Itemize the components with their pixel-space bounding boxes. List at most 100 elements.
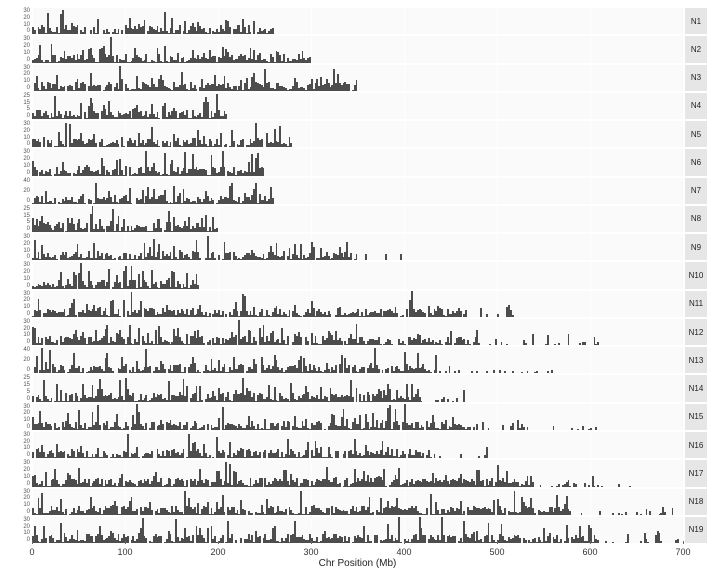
bar (356, 254, 358, 260)
bar (49, 350, 51, 374)
bar (97, 19, 99, 34)
facet-panel (32, 8, 683, 34)
bar (179, 25, 181, 34)
bar (229, 252, 231, 261)
bars (32, 8, 683, 34)
bar (207, 102, 209, 119)
y-ticks: 0102030 (4, 65, 30, 91)
bar (456, 398, 458, 401)
bar (177, 53, 179, 62)
y-ticks: 0102030 (4, 319, 30, 345)
y-tick-label: 10 (4, 163, 30, 169)
bar (504, 371, 506, 374)
y-tick-label: 10 (4, 50, 30, 56)
bars (32, 262, 683, 288)
bar (547, 371, 549, 373)
bar (235, 335, 237, 345)
y-tick-label: 5 (4, 106, 30, 112)
facet-strip: N13 (685, 347, 707, 373)
bar (445, 371, 447, 374)
bar (225, 114, 227, 119)
bar (41, 338, 43, 345)
facet-strip: N1 (685, 8, 707, 34)
bar (164, 153, 166, 175)
bar (233, 141, 235, 147)
y-tick-label: 5 (4, 389, 30, 395)
facet-panel (32, 262, 683, 288)
bar (283, 251, 285, 260)
bar (497, 314, 499, 317)
y-tick-label: 0 (4, 198, 30, 204)
bar (367, 260, 369, 261)
bar (406, 309, 408, 317)
y-tick-label: 30 (4, 65, 30, 71)
bars (32, 375, 683, 401)
bar (547, 335, 549, 345)
facet-row: 0102030N5 (32, 121, 707, 147)
facet-panel (32, 234, 683, 260)
y-ticks: 051525 (4, 93, 30, 119)
bar (501, 342, 503, 345)
bars (32, 93, 683, 119)
bar (439, 371, 441, 373)
bar (287, 336, 289, 345)
bar (272, 198, 274, 204)
bar (532, 334, 534, 345)
y-tick-label: 15 (4, 100, 30, 106)
bar (224, 167, 226, 176)
y-tick-label: 25 (4, 375, 30, 381)
y-tick-label: 0 (4, 283, 30, 289)
y-tick-label: 40 (4, 347, 30, 353)
y-ticks: 0102030 (4, 262, 30, 288)
y-tick-label: 0 (4, 339, 30, 345)
y-tick-label: 20 (4, 15, 30, 21)
bar (64, 86, 66, 91)
y-tick-label: 0 (4, 226, 30, 232)
bar (525, 343, 527, 346)
bar (493, 370, 495, 374)
facet-panel (32, 65, 683, 91)
y-ticks: 051525 (4, 206, 30, 232)
bar (341, 355, 343, 373)
bar (158, 146, 160, 147)
y-tick-label: 0 (4, 254, 30, 260)
bar (463, 390, 465, 402)
facet-row: 0102030N2 (32, 36, 707, 62)
y-tick-label: 5 (4, 219, 30, 225)
y-tick-label: 10 (4, 276, 30, 282)
y-tick-label: 25 (4, 206, 30, 212)
chart-container: 0102030N10102030N20102030N3051525N401020… (0, 0, 719, 571)
facet-strip: N11 (685, 291, 707, 317)
facet-panel (32, 319, 683, 345)
y-tick-label: 20 (4, 241, 30, 247)
facet-strip: N9 (685, 234, 707, 260)
bar (123, 300, 125, 317)
bar (80, 103, 82, 119)
bar (138, 328, 140, 346)
y-tick-label: 30 (4, 262, 30, 268)
bars (32, 149, 683, 175)
bar (250, 32, 252, 35)
y-tick-label: 30 (4, 8, 30, 14)
bar (75, 275, 77, 289)
facet-panel (32, 121, 683, 147)
bar (460, 311, 462, 317)
bar (112, 209, 114, 233)
facet-strip: N5 (685, 121, 707, 147)
y-tick-label: 0 (4, 170, 30, 176)
bar (465, 310, 467, 317)
y-tick-label: 25 (4, 93, 30, 99)
facet-row: 0102030N3 (32, 65, 707, 91)
bar (142, 190, 144, 204)
y-tick-label: 30 (4, 121, 30, 127)
facet-row: 051525N8 (32, 206, 707, 232)
facet-panel (32, 93, 683, 119)
bar (554, 344, 556, 345)
bars (32, 206, 683, 232)
bar (209, 28, 211, 34)
facet-panel (32, 206, 683, 232)
bar (495, 339, 497, 346)
bar (512, 371, 514, 373)
bars (32, 121, 683, 147)
bar (435, 355, 437, 373)
